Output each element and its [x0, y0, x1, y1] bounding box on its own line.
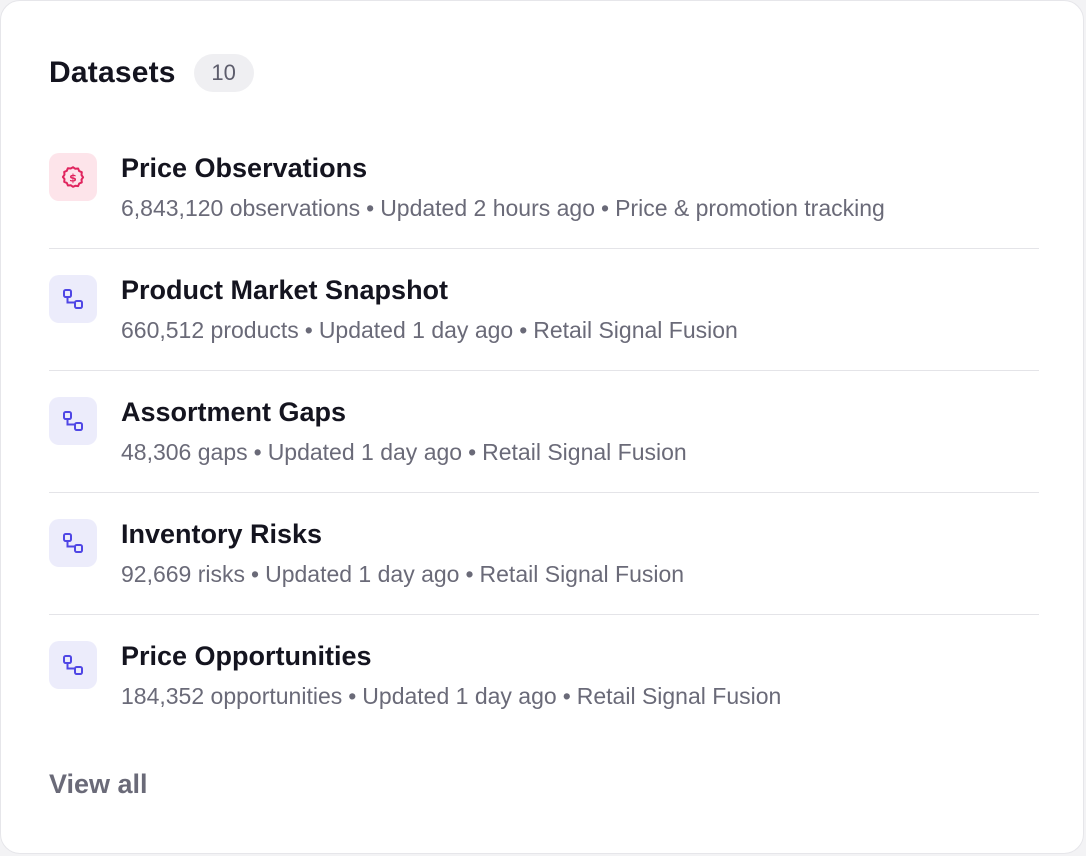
dataset-updated: Updated 1 day ago — [318, 317, 514, 343]
workflow-icon — [49, 397, 97, 445]
workflow-icon — [49, 641, 97, 689]
meta-separator: • — [465, 561, 474, 587]
dataset-title[interactable]: Inventory Risks — [121, 519, 323, 549]
dataset-title[interactable]: Assortment Gaps — [121, 397, 347, 427]
meta-separator: • — [251, 561, 260, 587]
dataset-meta: 6,843,120 observations • Updated 2 hours a… — [121, 195, 885, 222]
dataset-source: Retail Signal Fusion — [576, 683, 782, 709]
dataset-meta: 184,352 opportunities • Updated 1 day ago •… — [121, 683, 781, 710]
dataset-title[interactable]: Product Market Snapshot — [121, 275, 449, 305]
meta-separator: • — [519, 317, 528, 343]
dataset-updated: Updated 1 day ago — [265, 561, 460, 587]
card-title: Datasets — [49, 56, 176, 89]
dataset-row-product-market-snapshot[interactable]: Product Market Snapshot 660,512 products… — [49, 249, 1039, 371]
dataset-row-inventory-risks[interactable]: Inventory Risks 92,669 risks • Updated 1 d… — [49, 493, 1039, 615]
dataset-source: Price & promotion tracking — [615, 195, 885, 221]
meta-separator: • — [366, 195, 375, 221]
dataset-meta: 48,306 gaps • Updated 1 day ago • Retail Sig… — [121, 439, 687, 466]
dataset-updated: Updated 2 hours ago — [380, 195, 596, 221]
dataset-count: 92,669 risks — [121, 561, 246, 587]
meta-separator: • — [601, 195, 610, 221]
dataset-meta: 92,669 risks • Updated 1 day ago • Retail Si… — [121, 561, 684, 588]
dataset-row-assortment-gaps[interactable]: Assortment Gaps 48,306 gaps • Updated 1 da… — [49, 371, 1039, 493]
workflow-icon — [49, 519, 97, 567]
dataset-count: 184,352 opportunities — [121, 683, 343, 709]
dataset-title[interactable]: Price Observations — [121, 153, 368, 183]
dataset-source: Retail Signal Fusion — [533, 317, 738, 343]
dataset-updated: Updated 1 day ago — [362, 683, 557, 709]
dataset-updated: Updated 1 day ago — [267, 439, 463, 465]
svg-text:$: $ — [69, 171, 77, 184]
view-all-link[interactable]: View all — [49, 769, 148, 799]
meta-separator: • — [253, 439, 262, 465]
dataset-count: 6,843,120 observations — [121, 195, 361, 221]
dataset-title[interactable]: Price Opportunities — [121, 641, 372, 671]
price-tag-icon: $ — [49, 153, 97, 201]
dataset-list: $ Price Observations 6,843,120 observati… — [49, 127, 1039, 737]
meta-separator: • — [562, 683, 571, 709]
dataset-row-price-observations[interactable]: $ Price Observations 6,843,120 observati… — [49, 127, 1039, 249]
meta-separator: • — [304, 317, 313, 343]
meta-separator: • — [348, 683, 357, 709]
dataset-source: Retail Signal Fusion — [482, 439, 687, 465]
dataset-source: Retail Signal Fusion — [479, 561, 685, 587]
dataset-count: 660,512 products — [121, 317, 299, 343]
card-header: Datasets 10 — [49, 53, 254, 93]
count-badge: 10 — [193, 54, 254, 92]
meta-separator: • — [468, 439, 477, 465]
dataset-meta: 660,512 products • Updated 1 day ago • Retai… — [121, 317, 738, 344]
dataset-row-price-opportunities[interactable]: Price Opportunities 184,352 opportunitie… — [49, 615, 1039, 737]
dataset-count: 48,306 gaps — [121, 439, 248, 465]
workflow-icon — [49, 275, 97, 323]
